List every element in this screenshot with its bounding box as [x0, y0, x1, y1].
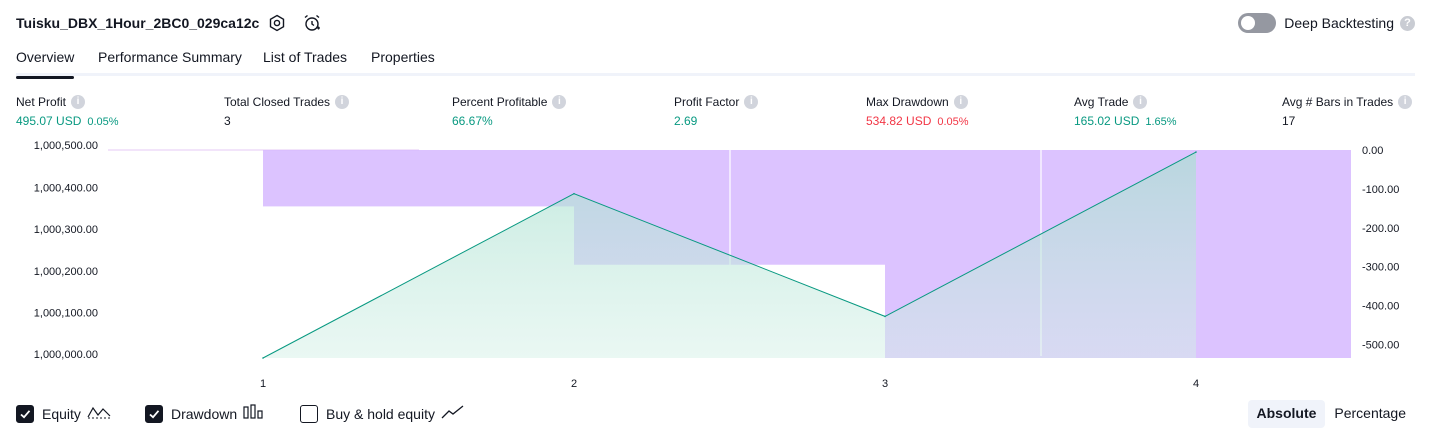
info-icon[interactable]: i: [71, 94, 86, 109]
x-axis-tick: 4: [1193, 378, 1199, 390]
drawdown-checkbox[interactable]: Drawdown: [145, 403, 265, 425]
strategy-title: Tuisku_DBX_1Hour_2BC0_029ca12c: [16, 15, 260, 31]
tab-overview[interactable]: Overview: [16, 49, 75, 79]
equity-area: [263, 152, 1196, 358]
info-icon[interactable]: i: [552, 94, 567, 109]
checkbox-box[interactable]: [16, 405, 34, 423]
left-axis-tick: 1,000,300.00: [34, 224, 98, 236]
metric-value: 534.82 USD: [866, 114, 932, 128]
right-axis-tick: -400.00: [1362, 301, 1399, 313]
metric-label: Max Drawdown: [866, 94, 949, 109]
drawdown-bar: [263, 150, 574, 207]
metric-label: Profit Factor: [674, 94, 740, 109]
deep-backtesting-label: Deep Backtesting: [1284, 15, 1394, 31]
metric-avg-bars-in-trades: Avg # Bars in Trades i 17: [1282, 94, 1413, 128]
tab-bar: Overview Performance Summary List of Tra…: [16, 46, 1415, 79]
metric-avg-trade: Avg Trade i 165.02 USD 1.65%: [1074, 94, 1177, 128]
metric-percent: 0.05%: [87, 116, 119, 128]
drawdown-icon: [243, 403, 265, 425]
equity-checkbox[interactable]: Equity: [16, 404, 111, 424]
left-axis-tick: 1,000,000.00: [34, 349, 98, 361]
x-axis-tick: 1: [260, 378, 266, 390]
help-icon[interactable]: ?: [1400, 15, 1415, 31]
info-icon[interactable]: i: [335, 94, 350, 109]
metric-value: 165.02 USD: [1074, 114, 1140, 128]
metric-total-closed-trades: Total Closed Trades i 3: [224, 94, 350, 128]
strategy-header: Tuisku_DBX_1Hour_2BC0_029ca12c Deep Back…: [16, 10, 1415, 38]
equity-point: [573, 192, 575, 195]
metric-label: Avg # Bars in Trades: [1282, 94, 1394, 109]
equity-icon: [87, 404, 111, 425]
x-axis-tick: 3: [882, 378, 888, 390]
deep-backtesting: Deep Backtesting ?: [1238, 12, 1415, 34]
metric-percent-profitable: Percent Profitable i 66.67%: [452, 94, 567, 128]
metric-net-profit: Net Profit i 495.07 USD 0.05%: [16, 94, 119, 128]
metric-percent: 1.65%: [1145, 116, 1177, 128]
checkbox-box[interactable]: [145, 405, 163, 423]
tab-list-of-trades[interactable]: List of Trades: [263, 49, 348, 65]
left-axis-tick: 1,000,500.00: [34, 140, 98, 152]
toggle-knob: [1241, 16, 1256, 30]
checkbox-label: Drawdown: [171, 406, 238, 422]
metric-value: 3: [224, 114, 231, 128]
checkbox-label: Equity: [42, 406, 81, 422]
equity-line: [262, 151, 1197, 359]
metric-profit-factor: Profit Factor i 2.69: [674, 94, 759, 128]
metric-max-drawdown: Max Drawdown i 534.82 USD 0.05%: [866, 94, 969, 128]
checkbox-label: Buy & hold equity: [326, 406, 435, 422]
equity-point: [884, 315, 886, 318]
equity-point: [1195, 151, 1197, 153]
info-icon[interactable]: i: [1398, 94, 1413, 109]
alert-clock-icon[interactable]: [302, 13, 322, 33]
buy-hold-icon: [441, 404, 465, 425]
metric-label: Net Profit: [16, 94, 67, 109]
metric-percent: 0.05%: [937, 116, 969, 128]
equity-point: [262, 357, 264, 359]
metric-value: 17: [1282, 114, 1296, 128]
info-icon[interactable]: i: [953, 94, 968, 109]
right-axis-tick: -500.00: [1362, 339, 1399, 351]
metric-label: Avg Trade: [1074, 94, 1129, 109]
value-mode-switch: Absolute Percentage: [1247, 400, 1416, 428]
settings-icon[interactable]: [267, 13, 287, 33]
right-axis-tick: -300.00: [1362, 262, 1399, 274]
right-axis-tick: 0.00: [1362, 145, 1383, 157]
percentage-button[interactable]: Percentage: [1334, 405, 1406, 421]
left-axis-tick: 1,000,400.00: [34, 183, 98, 195]
info-icon[interactable]: i: [1133, 94, 1148, 109]
info-icon[interactable]: i: [744, 94, 759, 109]
tab-properties[interactable]: Properties: [371, 49, 435, 65]
buy-hold-equity-checkbox[interactable]: Buy & hold equity: [300, 404, 465, 424]
metric-label: Total Closed Trades: [224, 94, 331, 109]
deep-backtesting-toggle[interactable]: [1238, 13, 1277, 33]
metric-value: 495.07 USD: [16, 114, 82, 128]
tab-performance-summary[interactable]: Performance Summary: [98, 49, 242, 65]
x-axis-tick: 2: [571, 378, 577, 390]
metric-value: 2.69: [674, 114, 698, 128]
metric-label: Percent Profitable: [452, 94, 548, 109]
drawdown-bar: [1196, 150, 1351, 358]
chart-options: Equity Drawdown Buy & hold equity Absolu…: [16, 400, 1415, 428]
checkbox-box[interactable]: [300, 405, 318, 423]
right-axis-tick: -100.00: [1362, 184, 1399, 196]
left-axis-tick: 1,000,200.00: [34, 266, 98, 278]
right-axis-tick: -200.00: [1362, 223, 1399, 235]
left-axis-tick: 1,000,100.00: [34, 307, 98, 319]
metric-value: 66.67%: [452, 114, 493, 128]
absolute-button[interactable]: Absolute: [1247, 400, 1326, 428]
